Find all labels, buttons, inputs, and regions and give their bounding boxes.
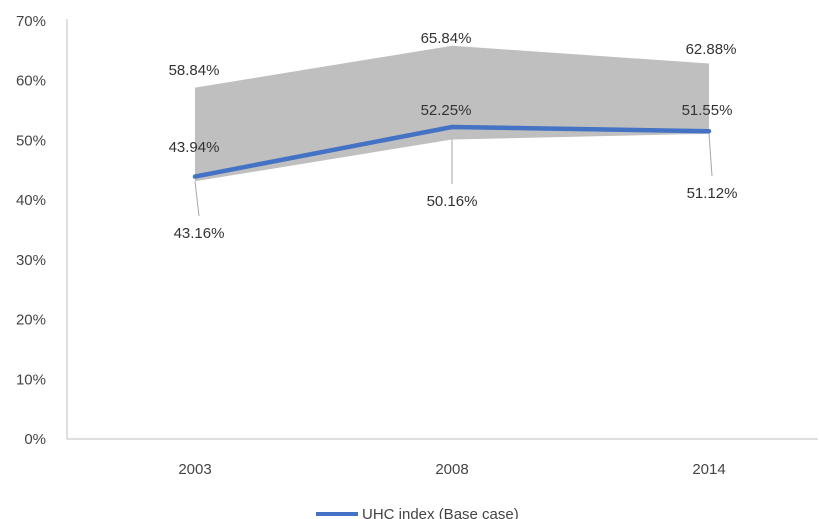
y-tick-label: 60%: [16, 73, 46, 90]
lower-bound-label: 51.12%: [687, 185, 738, 202]
series-line-uhc-index: [192, 124, 712, 179]
legend-label-uhc-index: UHC index (Base case): [362, 506, 519, 519]
x-tick-label: 2003: [178, 461, 211, 478]
upper-bound-label: 65.84%: [421, 30, 472, 47]
y-tick-label: 40%: [16, 192, 46, 209]
upper-bound-label: 62.88%: [686, 41, 737, 58]
series-value-label: 51.55%: [682, 102, 733, 119]
lower-bound-label: 50.16%: [427, 193, 478, 210]
y-tick-label: 30%: [16, 252, 46, 269]
range-band-area: [195, 45, 709, 182]
y-tick-label: 20%: [16, 312, 46, 329]
upper-bound-label: 58.84%: [169, 62, 220, 79]
lower-bound-label: 43.16%: [174, 225, 225, 242]
y-tick-label: 50%: [16, 132, 46, 149]
y-tick-label: 70%: [16, 13, 46, 30]
lower-label-leader: [708, 133, 713, 177]
y-tick-label: 10%: [16, 371, 46, 388]
x-tick-label: 2008: [435, 461, 468, 478]
lower-label-leader: [194, 181, 200, 217]
series-value-label: 43.94%: [169, 139, 220, 156]
series-value-label: 52.25%: [421, 102, 472, 119]
y-tick-label: 0%: [24, 431, 46, 448]
x-tick-label: 2014: [692, 461, 725, 478]
